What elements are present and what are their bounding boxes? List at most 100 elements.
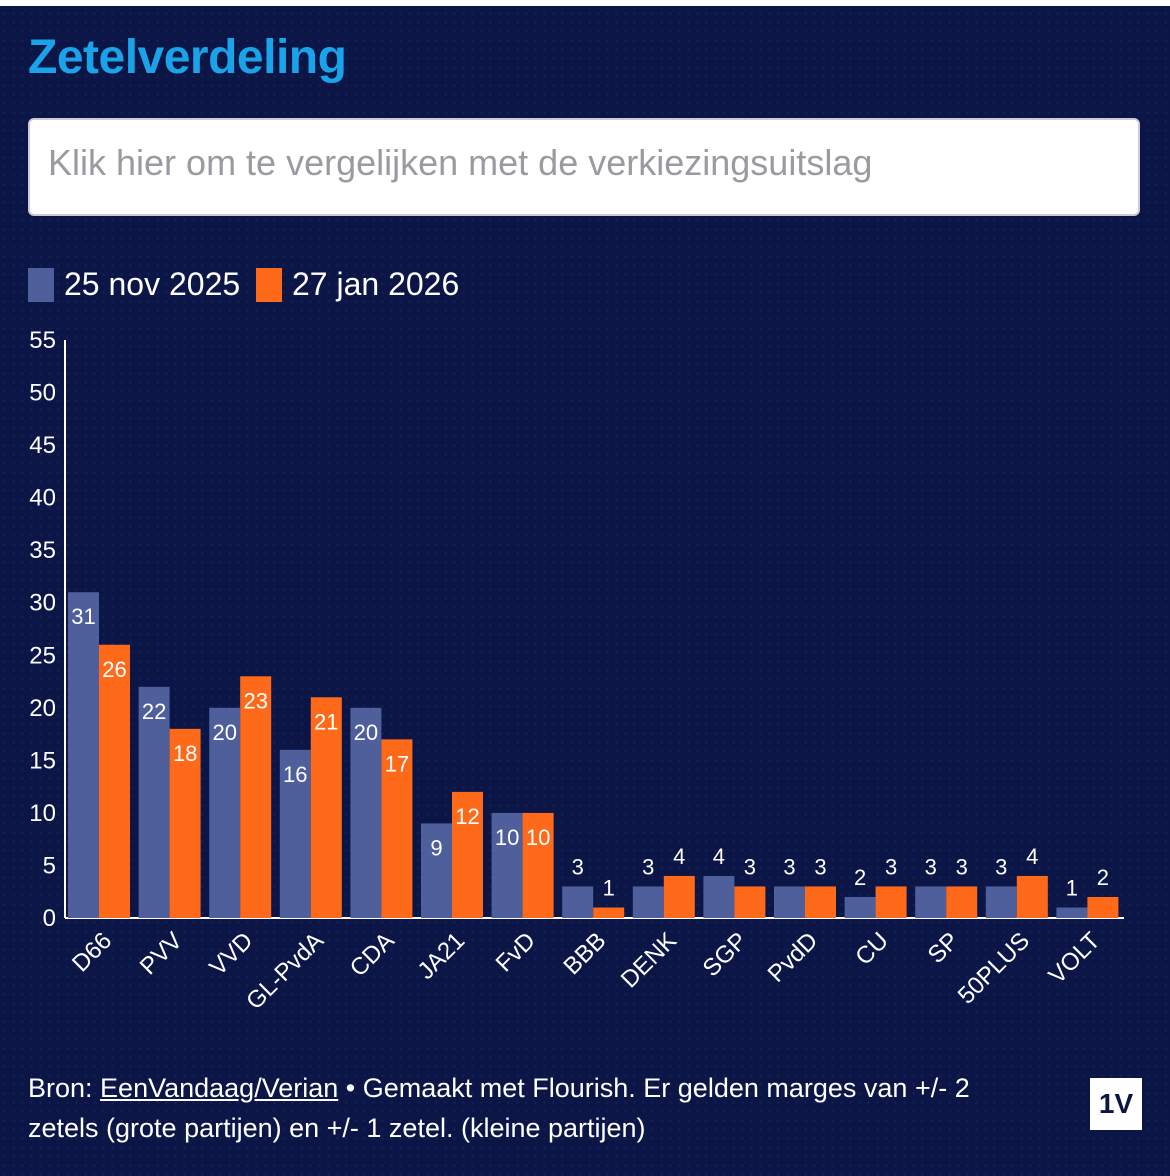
y-tick-label: 35 bbox=[29, 537, 56, 564]
bar-jan-2026 bbox=[805, 886, 836, 918]
legend-swatch-series-2 bbox=[256, 268, 282, 302]
footer-source: Bron: EenVandaag/Verian • Gemaakt met Fl… bbox=[28, 1068, 1038, 1148]
data-label: 3 bbox=[885, 854, 897, 879]
data-label: 3 bbox=[956, 854, 968, 879]
y-tick-label: 55 bbox=[29, 327, 56, 354]
bar-jan-2026 bbox=[875, 886, 907, 918]
bar-nov-2025 bbox=[350, 707, 382, 918]
data-label: 23 bbox=[243, 688, 267, 713]
data-label: 4 bbox=[1026, 844, 1038, 869]
x-tick-label: D66 bbox=[67, 927, 117, 977]
bar-nov-2025 bbox=[985, 886, 1017, 918]
data-label: 3 bbox=[814, 854, 826, 879]
bar-jan-2026 bbox=[522, 812, 554, 918]
data-label: 12 bbox=[455, 804, 479, 829]
legend-label-series-2: 27 jan 2026 bbox=[292, 266, 460, 302]
data-label: 4 bbox=[673, 844, 685, 869]
y-tick-label: 30 bbox=[29, 590, 56, 617]
bar-nov-2025 bbox=[421, 823, 452, 918]
data-label: 17 bbox=[385, 751, 409, 776]
bar-nov-2025 bbox=[279, 749, 311, 918]
data-label: 16 bbox=[283, 762, 307, 787]
bar-nov-2025 bbox=[68, 592, 99, 918]
bar-jan-2026 bbox=[734, 886, 766, 918]
data-label: 3 bbox=[925, 854, 937, 879]
data-label: 1 bbox=[603, 875, 615, 900]
x-tick-label: PVV bbox=[135, 927, 188, 980]
data-label: 10 bbox=[526, 825, 550, 850]
bar-nov-2025 bbox=[562, 886, 594, 918]
x-tick-label: SGP bbox=[698, 927, 753, 982]
bar-nov-2025 bbox=[915, 886, 947, 918]
bar-jan-2026 bbox=[1016, 875, 1048, 918]
bar-jan-2026 bbox=[99, 644, 130, 918]
x-tick-label: CDA bbox=[345, 927, 400, 982]
x-tick-label: GL-PvdA bbox=[241, 927, 329, 1015]
compare-election-label: Klik hier om te vergelijken met de verki… bbox=[48, 142, 873, 183]
y-tick-label: 25 bbox=[29, 642, 56, 669]
data-label: 1 bbox=[1066, 875, 1078, 900]
y-tick-label: 15 bbox=[29, 747, 56, 774]
y-tick-label: 20 bbox=[29, 695, 56, 722]
legend-swatch-series-1 bbox=[28, 268, 54, 302]
bar-jan-2026 bbox=[1087, 896, 1119, 918]
bar-chart: 05101520253035404550553126D662218PVV2023… bbox=[29, 327, 1124, 1015]
source-link[interactable]: EenVandaag/Verian bbox=[100, 1073, 339, 1103]
bar-nov-2025 bbox=[844, 896, 876, 918]
x-tick-label: 50PLUS bbox=[953, 927, 1035, 1009]
footer-prefix: Bron: bbox=[28, 1073, 101, 1103]
data-label: 18 bbox=[173, 741, 197, 766]
legend-label-series-1: 25 nov 2025 bbox=[64, 266, 241, 302]
x-tick-label: JA21 bbox=[412, 927, 470, 985]
bar-nov-2025 bbox=[1056, 907, 1088, 918]
bar-jan-2026 bbox=[663, 875, 695, 918]
y-tick-label: 40 bbox=[29, 485, 56, 512]
x-tick-label: FvD bbox=[491, 927, 541, 977]
data-label: 3 bbox=[783, 854, 795, 879]
x-tick-label: VOLT bbox=[1043, 927, 1105, 989]
bar-nov-2025 bbox=[703, 875, 735, 918]
bar-jan-2026 bbox=[946, 886, 978, 918]
bar-jan-2026 bbox=[310, 697, 342, 918]
y-tick-label: 45 bbox=[29, 432, 56, 459]
y-tick-label: 0 bbox=[43, 905, 56, 932]
bar-jan-2026 bbox=[593, 907, 625, 918]
bar-jan-2026 bbox=[240, 676, 272, 918]
bar-jan-2026 bbox=[169, 728, 201, 918]
data-label: 21 bbox=[314, 709, 338, 734]
bar-nov-2025 bbox=[209, 707, 241, 918]
data-label: 31 bbox=[71, 604, 95, 629]
x-tick-label: CU bbox=[850, 927, 894, 971]
data-label: 9 bbox=[430, 835, 442, 860]
y-tick-label: 50 bbox=[29, 380, 56, 407]
data-label: 20 bbox=[212, 720, 236, 745]
x-tick-label: PvdD bbox=[763, 927, 824, 988]
x-tick-label: BBB bbox=[558, 927, 611, 980]
data-label: 2 bbox=[854, 865, 866, 890]
y-tick-label: 10 bbox=[29, 800, 56, 827]
top-frame-line bbox=[0, 0, 1170, 6]
data-label: 10 bbox=[495, 825, 519, 850]
compare-election-button[interactable]: Klik hier om te vergelijken met de verki… bbox=[28, 118, 1140, 216]
footer-text: • Gemaakt met Flourish. Er gelden marges… bbox=[28, 1073, 970, 1143]
x-tick-label: VVD bbox=[204, 927, 258, 981]
data-label: 3 bbox=[572, 854, 584, 879]
data-label: 3 bbox=[744, 854, 756, 879]
data-label: 26 bbox=[102, 657, 126, 682]
bar-jan-2026 bbox=[452, 791, 483, 918]
y-tick-label: 5 bbox=[43, 852, 56, 879]
data-label: 3 bbox=[642, 854, 654, 879]
eenvandaag-logo: 1V bbox=[1090, 1078, 1142, 1130]
data-label: 3 bbox=[995, 854, 1007, 879]
data-label: 22 bbox=[142, 699, 166, 724]
bar-jan-2026 bbox=[381, 739, 413, 918]
bar-nov-2025 bbox=[774, 886, 805, 918]
bar-nov-2025 bbox=[491, 812, 523, 918]
x-tick-label: SP bbox=[923, 927, 965, 969]
data-label: 2 bbox=[1097, 865, 1109, 890]
data-label: 4 bbox=[713, 844, 725, 869]
bar-nov-2025 bbox=[632, 886, 664, 918]
bar-nov-2025 bbox=[138, 686, 170, 918]
data-label: 20 bbox=[354, 720, 378, 745]
x-tick-label: DENK bbox=[616, 927, 682, 993]
